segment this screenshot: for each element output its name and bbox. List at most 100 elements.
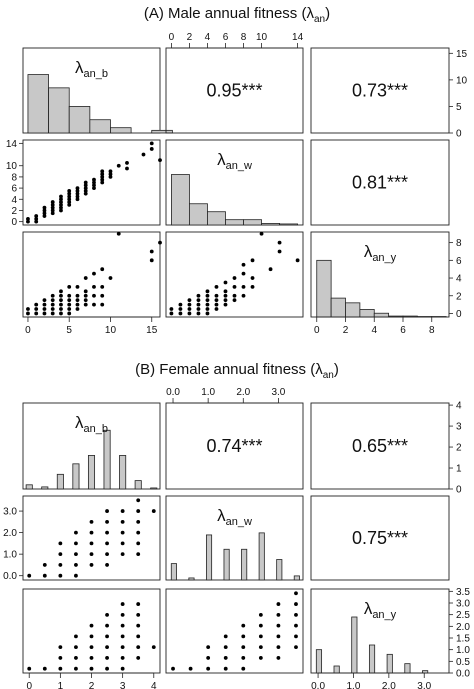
scatter-point: [241, 645, 246, 650]
scatter-point: [105, 623, 109, 628]
scatter-point: [108, 175, 113, 179]
scatter-point: [136, 634, 141, 639]
top-axis-col-1: 0 2 4 6 8 10 14: [169, 32, 304, 49]
scatter-point: [74, 573, 78, 578]
tick-label: 3.5: [456, 587, 470, 598]
tick-label: 2.0: [456, 622, 470, 633]
histogram-bar: [386, 653, 393, 674]
scatter-point: [214, 293, 219, 298]
scatter-point: [241, 293, 246, 298]
tick-label: 0.0: [166, 387, 180, 398]
variable-label: λan_y: [364, 599, 397, 621]
scatter-point: [75, 186, 80, 190]
cell-2-2: λan_y: [310, 231, 450, 318]
scatter-point: [100, 169, 105, 174]
tick-label: 0.0: [456, 669, 470, 680]
scatter-point: [205, 302, 210, 307]
chart-title-close: ): [334, 361, 339, 378]
scatter-point: [42, 563, 47, 567]
cell-0-0: λan_b: [22, 402, 161, 490]
scatter-point: [89, 623, 94, 628]
histogram-bar: [241, 548, 248, 581]
scatter-point: [116, 163, 121, 168]
cell-2-0: [22, 231, 162, 318]
scatter-point: [100, 302, 105, 307]
scatter-point: [205, 311, 210, 316]
histogram-bar: [316, 259, 332, 318]
cell-0-2: 0.73***: [310, 47, 450, 134]
tick-label: 0: [456, 129, 462, 140]
scatter-point: [26, 311, 30, 316]
tick-label: 10: [456, 75, 468, 86]
scatter-point: [58, 656, 63, 660]
scatter-point: [187, 311, 192, 316]
scatter-point: [259, 231, 264, 236]
scatter-point: [34, 307, 39, 311]
scatter-point: [232, 293, 237, 298]
scatter-point: [149, 258, 154, 263]
scatter-point: [188, 666, 193, 671]
scatter-point: [92, 177, 96, 182]
tick-label: 3.0: [456, 599, 470, 610]
scatter-point: [50, 302, 55, 307]
scatter-point: [67, 293, 72, 298]
scatter-point: [67, 202, 72, 207]
scatter-point: [89, 666, 94, 671]
scatter-point: [187, 307, 192, 311]
scatter-point: [59, 311, 63, 316]
scatter-point: [295, 258, 300, 263]
tick-label: 2.0: [382, 681, 396, 689]
correlation-value: 0.73***: [352, 81, 408, 101]
tick-label: 1: [456, 464, 462, 475]
cell-1-1: λan_w: [165, 139, 304, 226]
scatter-point: [206, 656, 211, 660]
histogram-bar: [279, 223, 298, 226]
scatter-point: [178, 307, 183, 311]
scatter-point: [83, 298, 88, 303]
scatter-point: [50, 293, 55, 298]
scatter-point: [92, 284, 96, 289]
scatter-point: [50, 311, 55, 316]
scatter-point: [27, 573, 32, 578]
bottom-axis-col-0: 0 1 2 3 4: [26, 672, 157, 689]
scatter-point: [258, 612, 263, 617]
scatter-point: [120, 666, 125, 671]
scatter-point: [83, 188, 88, 193]
tick-label: 2: [187, 32, 193, 43]
scatter-point: [120, 656, 125, 660]
chart-title-main: (A) Male annual fitness (λ: [144, 5, 315, 22]
scatter-point: [232, 298, 237, 303]
correlation-value: 0.65***: [352, 436, 408, 456]
histogram-bar: [150, 487, 158, 490]
scatter-point: [171, 666, 175, 671]
histogram-bar: [205, 534, 213, 581]
histogram-bar: [351, 616, 358, 674]
scatter-point: [74, 552, 78, 557]
scatter-point: [42, 298, 47, 303]
scatter-point: [116, 231, 121, 236]
chart-title: (A) Male annual fitness (λan): [144, 5, 330, 25]
scatter-point: [50, 205, 55, 210]
scatter-point: [74, 645, 78, 650]
scatter-point: [100, 293, 105, 298]
tick-label: 2: [456, 443, 462, 454]
correlation-value: 0.75***: [352, 528, 408, 548]
left-axis-row-1: 0.0 1.0 2.0 3.0: [3, 507, 23, 582]
cell-0-0: λan_b: [22, 47, 173, 134]
tick-label: 8: [429, 325, 435, 336]
histogram-bar: [422, 670, 429, 674]
scatter-point: [206, 666, 211, 671]
tick-label: 3: [120, 681, 126, 689]
scatter-point: [83, 191, 88, 196]
tick-label: 10: [256, 32, 268, 43]
histogram-bar: [345, 302, 361, 318]
chart-title: (B) Female annual fitness (λan): [135, 361, 339, 381]
tick-label: 3: [456, 422, 462, 433]
scatter-point: [108, 276, 113, 280]
scatter-point: [58, 563, 63, 567]
cell-frame: [22, 495, 161, 581]
tick-label: 0.0: [3, 571, 17, 582]
tick-label: 2: [343, 325, 349, 336]
scatter-point: [205, 293, 210, 298]
scatter-point: [136, 498, 141, 503]
